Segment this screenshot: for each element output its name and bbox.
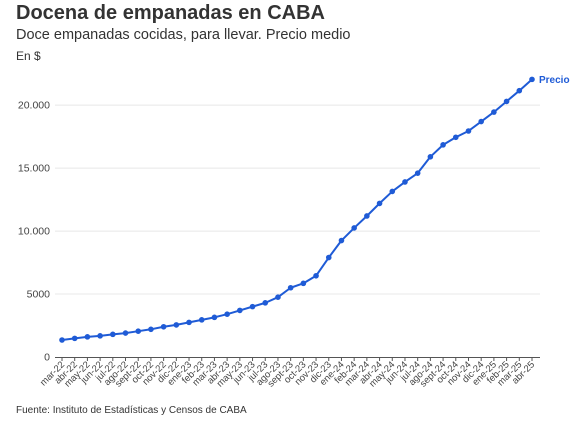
series-label-precio: Precio [539,75,570,86]
data-point [173,322,180,328]
data-point [287,284,294,291]
data-point [503,98,510,105]
data-point [249,303,256,310]
y-tick-label: 15.000 [18,163,50,175]
data-point [491,109,497,115]
data-point [364,213,370,219]
data-point [262,300,269,306]
data-point [300,280,307,287]
data-point [135,328,142,334]
data-point [313,272,319,279]
data-point [402,179,408,185]
y-tick-label: 10.000 [18,226,50,238]
data-point [160,323,167,330]
series-points [59,76,535,343]
data-point [97,333,103,339]
y-axis-units-label: En $ [16,49,41,63]
data-point [452,134,459,141]
series-line-precio [61,78,533,341]
data-point [427,154,434,160]
data-point [325,254,332,261]
source-note: Fuente: Instituto de Estadísticas y Cens… [16,405,247,416]
y-tick-labels: 0 5000 10.000 15.000 20.000 [18,100,50,364]
y-gridlines [55,104,540,295]
series-line [61,78,533,341]
data-point [275,294,281,300]
data-point [529,76,535,83]
data-point [414,170,421,176]
y-tick-label: 5000 [27,289,51,301]
data-point [148,326,154,333]
data-point [224,311,230,317]
x-tick-labels: mar-22abr-22may-22jun-22jul-22ago-22sept… [38,357,537,390]
data-point [71,335,78,342]
data-point [84,334,91,340]
data-point [440,142,446,148]
data-point [110,331,116,338]
data-point [186,319,192,326]
chart-subtitle: Doce empanadas cocidas, para llevar. Pre… [16,27,351,43]
data-point [237,307,243,314]
data-point [198,317,205,323]
y-tick-label: 20.000 [18,100,50,112]
data-point [389,188,396,195]
data-point [478,118,484,125]
data-point [465,128,472,134]
data-point [122,330,129,336]
data-point [516,87,523,94]
y-tick-label: 0 [44,352,50,364]
price-line-chart: 0 5000 10.000 15.000 20.000 mar-22abr-22may-… [18,75,570,390]
data-point [351,225,357,231]
series-labels: Precio [539,75,570,86]
chart-title: Docena de empanadas en CABA [16,2,325,24]
data-point [376,200,383,207]
data-point [211,314,218,321]
data-point [338,237,345,244]
data-point [59,337,65,343]
